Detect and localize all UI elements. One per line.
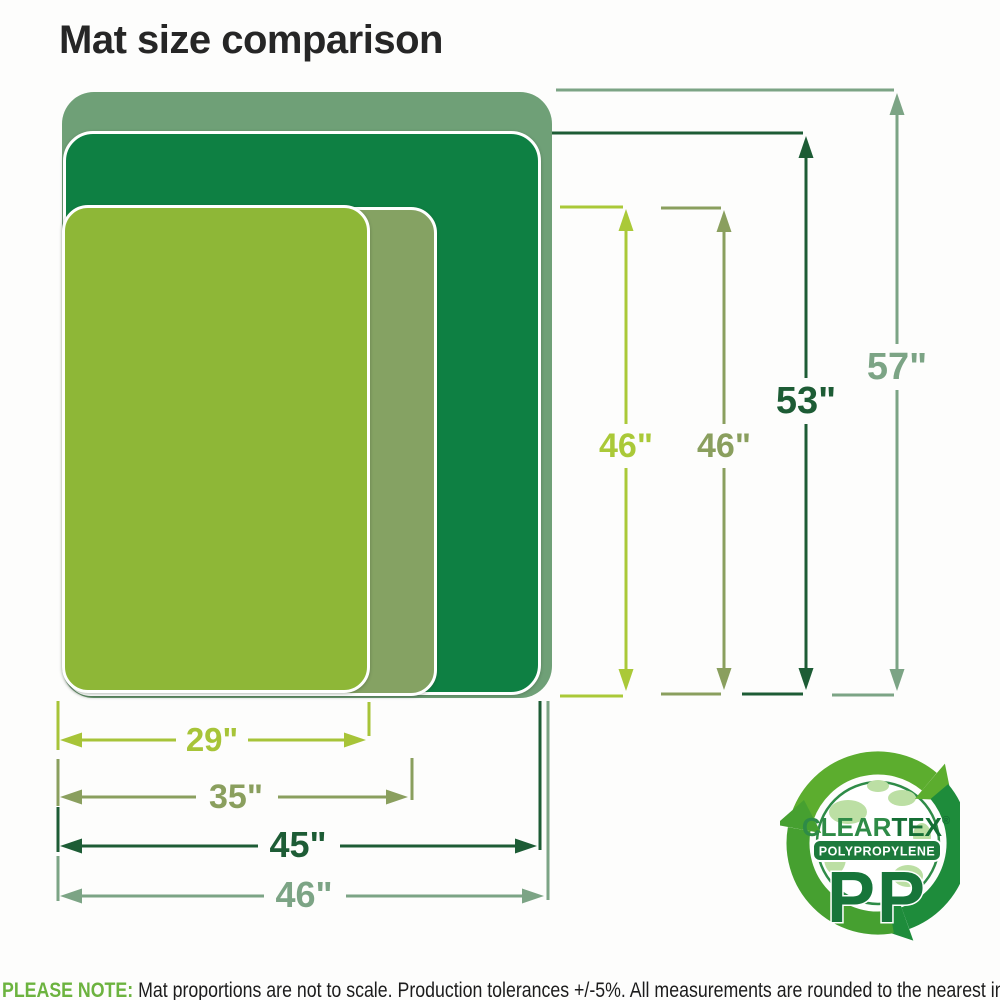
height-dim-57: 57" bbox=[556, 88, 927, 697]
arrowhead-right bbox=[344, 732, 366, 748]
logo-material-code: PP bbox=[827, 858, 927, 938]
arrowhead-up bbox=[618, 209, 634, 231]
arrowhead-up bbox=[798, 136, 814, 158]
disclaimer-note: PLEASE NOTE: Mat proportions are not to … bbox=[2, 979, 1000, 1000]
height-label-46-olive: 46" bbox=[697, 427, 751, 465]
arrowhead-left bbox=[60, 888, 82, 904]
width-dim-46: 46" bbox=[56, 701, 550, 915]
registered-mark: ® bbox=[942, 815, 950, 827]
logo-banner bbox=[812, 839, 942, 862]
logo-brand-clear: CLEAR bbox=[802, 812, 892, 842]
width-dim-29: 29" bbox=[56, 701, 371, 758]
arrowhead-left bbox=[60, 838, 82, 854]
cleartex-pp-logo: CLEARTEX® POLYPROPYLENE PP bbox=[780, 740, 960, 945]
height-label-57: 57" bbox=[867, 346, 927, 388]
width-dim-45: 45" bbox=[56, 701, 542, 865]
logo-banner-text: POLYPROPYLENE bbox=[819, 845, 936, 859]
logo-brand-text: CLEARTEX® bbox=[802, 812, 950, 842]
arrowhead-down bbox=[618, 669, 634, 691]
arrowhead-up bbox=[716, 210, 732, 232]
arrowhead-down bbox=[716, 668, 732, 690]
height-dim-46-front: 46" bbox=[560, 205, 653, 698]
page-title: Mat size comparison bbox=[59, 18, 443, 62]
arrowhead-up bbox=[889, 93, 905, 115]
arrowhead-right bbox=[522, 888, 544, 904]
logo-brand-tex: TEX bbox=[891, 812, 942, 842]
height-dim-46-olive: 46" bbox=[661, 206, 751, 696]
width-label-46: 46" bbox=[275, 874, 332, 915]
arrowhead-down bbox=[889, 669, 905, 691]
width-label-45: 45" bbox=[269, 824, 326, 865]
arrowhead-left bbox=[60, 732, 82, 748]
width-label-29: 29" bbox=[186, 721, 238, 758]
arrowhead-down bbox=[798, 668, 814, 690]
height-label-46-front: 46" bbox=[599, 427, 653, 465]
width-dim-35: 35" bbox=[56, 758, 414, 816]
arrowhead-right bbox=[515, 838, 537, 854]
arrowhead-right bbox=[386, 789, 408, 805]
disclaimer-text: Mat proportions are not to scale. Produc… bbox=[138, 979, 1000, 1000]
width-label-35: 35" bbox=[209, 778, 263, 816]
height-dim-53: 53" bbox=[552, 131, 836, 696]
height-label-53: 53" bbox=[776, 380, 836, 422]
arrowhead-left bbox=[60, 789, 82, 805]
mat-29x46-yellow-green bbox=[62, 205, 370, 693]
disclaimer-label: PLEASE NOTE: bbox=[2, 979, 134, 1000]
